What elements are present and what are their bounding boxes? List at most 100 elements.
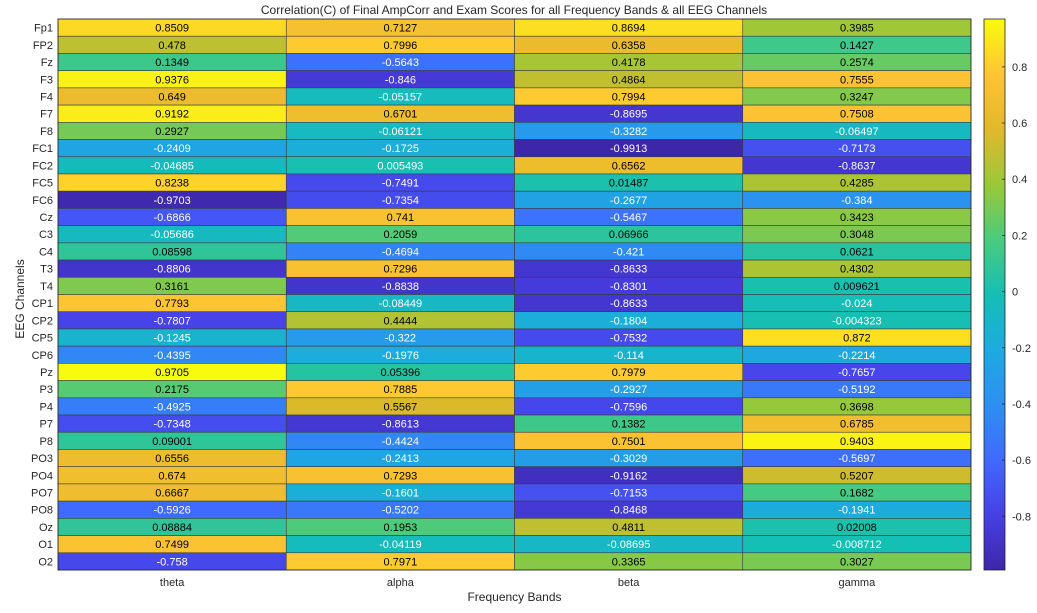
x-axis-label: Frequency Bands <box>467 590 561 604</box>
cell-value-label: -0.9913 <box>610 143 647 155</box>
cell-value-label: -0.04119 <box>379 539 422 551</box>
cell-value-label: -0.114 <box>613 350 643 362</box>
y-tick-label: F7 <box>40 109 53 121</box>
cell-value-label: -0.8695 <box>610 109 647 121</box>
cell-value-label: -0.05157 <box>379 91 422 103</box>
y-tick-label: PO8 <box>31 505 53 517</box>
cell-value-label: 0.1427 <box>840 40 874 52</box>
y-tick-label: FP2 <box>33 40 53 52</box>
x-tick-labels: theta alpha beta gamma <box>160 577 876 589</box>
cell-value-label: -0.8468 <box>610 505 647 517</box>
cell-value-label: -0.421 <box>613 246 644 258</box>
cell-value-label: 0.5207 <box>840 470 874 482</box>
y-tick-label: C3 <box>39 229 53 241</box>
y-tick-label: P3 <box>40 384 53 396</box>
y-tick-label: P8 <box>40 436 53 448</box>
cell-value-label: -0.1976 <box>382 350 419 362</box>
cell-value-label: 0.7296 <box>384 264 418 276</box>
cell-value-label: 0.1682 <box>840 488 874 500</box>
cell-value-label: -0.5467 <box>610 212 647 224</box>
cell-value-label: 0.6701 <box>384 109 418 121</box>
cell-value-label: -0.8613 <box>382 419 419 431</box>
cell-value-label: -0.7532 <box>610 333 647 345</box>
cell-value-label: -0.8633 <box>610 298 647 310</box>
cell-value-label: 0.6562 <box>612 160 646 172</box>
y-tick-label: O2 <box>38 556 53 568</box>
colorbar-tick-label: 0.8 <box>1012 62 1027 74</box>
y-tick-label: FC5 <box>32 178 53 190</box>
y-tick-label: FC2 <box>32 160 53 172</box>
cell-value-label: 0.3027 <box>840 556 874 568</box>
cell-value-label: -0.008712 <box>832 539 882 551</box>
cell-value-label: -0.7657 <box>838 367 875 379</box>
y-tick-label: C4 <box>39 246 53 258</box>
cell-value-label: -0.5202 <box>382 505 419 517</box>
cell-value-label: 0.741 <box>387 212 415 224</box>
cell-value-label: 0.649 <box>158 91 186 103</box>
cell-value-label: 0.1349 <box>155 57 189 69</box>
cell-value-label: 0.3161 <box>155 281 189 293</box>
y-tick-label: FC6 <box>32 195 53 207</box>
y-tick-label: P4 <box>40 401 53 413</box>
cell-value-label: -0.08695 <box>607 539 650 551</box>
cell-value-label: -0.7807 <box>153 315 190 327</box>
y-tick-label: PO3 <box>31 453 53 465</box>
cell-value-label: 0.0621 <box>840 246 874 258</box>
cell-value-label: -0.05686 <box>150 229 193 241</box>
cell-value-label: -0.758 <box>157 556 188 568</box>
cell-value-label: -0.4424 <box>382 436 419 448</box>
cell-value-label: 0.3423 <box>840 212 874 224</box>
cell-value-label: -0.7348 <box>153 419 190 431</box>
cell-value-label: 0.4285 <box>840 178 874 190</box>
cell-value-label: 0.7793 <box>155 298 189 310</box>
cell-value-label: 0.6667 <box>155 488 189 500</box>
cell-value-label: 0.8238 <box>155 178 189 190</box>
cell-value-label: -0.322 <box>385 333 416 345</box>
cell-value-label: -0.024 <box>841 298 872 310</box>
cell-value-label: 0.06966 <box>609 229 649 241</box>
cell-value-label: -0.1804 <box>610 315 647 327</box>
chart-title: Correlation(C) of Final AmpCorr and Exam… <box>261 3 767 17</box>
cell-value-label: -0.1941 <box>838 505 875 517</box>
cell-value-label: 0.7994 <box>612 91 646 103</box>
cell-value-label: 0.7293 <box>384 470 418 482</box>
y-tick-label: Oz <box>39 522 53 534</box>
cell-value-label: 0.2927 <box>155 126 189 138</box>
cell-value-label: 0.6358 <box>612 40 646 52</box>
y-tick-label: CP2 <box>32 315 53 327</box>
cell-value-label: 0.7979 <box>612 367 646 379</box>
cell-value-label: 0.7508 <box>840 109 874 121</box>
cell-value-label: 0.7501 <box>612 436 646 448</box>
cell-value-label: 0.3985 <box>840 23 874 35</box>
y-tick-label: CP1 <box>32 298 53 310</box>
y-tick-label: CP5 <box>32 333 53 345</box>
colorbar: -0.8 -0.6 -0.4 -0.2 0 0.2 0.4 0.6 0.8 <box>983 18 1031 571</box>
cell-value-label: -0.6866 <box>153 212 190 224</box>
cell-value-label: -0.1601 <box>382 488 419 500</box>
cell-value-label: 0.09001 <box>152 436 192 448</box>
x-tick-label: theta <box>160 577 185 589</box>
colorbar-tick-label: 0.6 <box>1012 118 1027 130</box>
y-tick-label: PO7 <box>31 488 53 500</box>
y-tick-label: P7 <box>40 419 53 431</box>
colorbar-tick-label: 0 <box>1012 287 1018 299</box>
cell-value-label: -0.8637 <box>838 160 875 172</box>
cell-value-label: 0.9403 <box>840 436 874 448</box>
cell-value-label: -0.5926 <box>153 505 190 517</box>
colorbar-tick-label: 0.2 <box>1012 230 1027 242</box>
cell-value-label: 0.1953 <box>384 522 418 534</box>
colorbar-gradient <box>983 18 1006 571</box>
cell-value-label: 0.7127 <box>384 23 418 35</box>
cell-value-label: -0.1245 <box>153 333 190 345</box>
cell-value-label: 0.9376 <box>155 74 189 86</box>
colorbar-tick-label: 0.4 <box>1012 174 1027 186</box>
cell-value-label: 0.7555 <box>840 74 874 86</box>
cell-value-label: 0.872 <box>843 333 871 345</box>
cell-value-label: 0.2175 <box>155 384 189 396</box>
cell-value-label: 0.3365 <box>612 556 646 568</box>
colorbar-tick-label: -0.8 <box>1012 511 1031 523</box>
cell-value-label: -0.1725 <box>382 143 419 155</box>
cell-value-label: -0.2214 <box>838 350 875 362</box>
cell-value-label: -0.2677 <box>610 195 647 207</box>
